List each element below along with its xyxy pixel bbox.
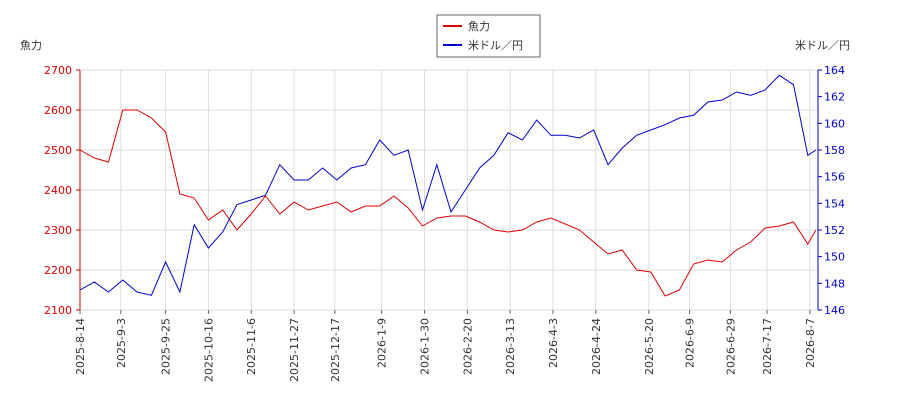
x-tick-label: 2025-9-3 <box>115 318 128 368</box>
y-tick-label: 2600 <box>44 104 72 117</box>
x-tick-label: 2025-12-17 <box>329 318 342 382</box>
x-tick-label: 2026-7-17 <box>761 318 774 375</box>
x-tick-label: 2026-4-3 <box>547 318 560 368</box>
x-tick-label: 2025-11-27 <box>288 318 301 382</box>
y2-axis-label: 米ドル／円 <box>795 39 850 52</box>
legend-label: 魚力 <box>468 20 490 33</box>
x-tick-label: 2026-6-29 <box>724 318 737 375</box>
x-tick-label: 2026-6-9 <box>684 318 697 368</box>
y-axis-label: 魚力 <box>20 39 42 52</box>
x-tick-label: 2025-10-16 <box>202 318 215 382</box>
x-tick-label: 2025-9-25 <box>160 318 173 375</box>
x-tick-label: 2026-1-9 <box>376 318 389 368</box>
y2-tick-label: 160 <box>824 117 845 130</box>
y-tick-label: 2100 <box>44 304 72 317</box>
legend-label: 米ドル／円 <box>468 39 523 52</box>
x-tick-label: 2026-1-30 <box>419 318 432 375</box>
y2-tick-label: 150 <box>824 251 845 264</box>
x-tick-label: 2026-2-20 <box>461 318 474 375</box>
y-tick-label: 2200 <box>44 264 72 277</box>
y2-tick-label: 152 <box>824 224 845 237</box>
x-tick-label: 2026-8-7 <box>804 318 817 368</box>
x-tick-label: 2026-4-24 <box>590 318 603 375</box>
x-tick-label: 2025-8-14 <box>74 318 87 375</box>
x-tick-label: 2026-5-20 <box>643 318 656 375</box>
x-tick-label: 2026-3-13 <box>504 318 517 375</box>
legend <box>436 14 541 58</box>
y-tick-label: 2500 <box>44 144 72 157</box>
y2-tick-label: 156 <box>824 171 845 184</box>
y2-tick-label: 148 <box>824 277 845 290</box>
y-tick-label: 2300 <box>44 224 72 237</box>
y2-tick-label: 146 <box>824 304 845 317</box>
y2-tick-label: 154 <box>824 197 845 210</box>
y2-tick-label: 164 <box>824 64 845 77</box>
series-line <box>79 109 817 297</box>
y2-tick-label: 158 <box>824 144 845 157</box>
x-tick-label: 2025-11-6 <box>245 318 258 375</box>
y-tick-label: 2400 <box>44 184 72 197</box>
series-line <box>79 74 817 296</box>
y2-tick-label: 162 <box>824 91 845 104</box>
y-tick-label: 2700 <box>44 64 72 77</box>
